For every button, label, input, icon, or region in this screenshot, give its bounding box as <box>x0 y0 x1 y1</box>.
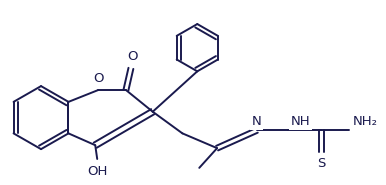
Text: NH: NH <box>290 115 310 128</box>
Text: O: O <box>93 72 103 85</box>
Text: NH₂: NH₂ <box>353 115 378 128</box>
Text: S: S <box>317 157 325 170</box>
Text: N: N <box>252 115 262 128</box>
Text: O: O <box>128 51 138 63</box>
Text: OH: OH <box>87 165 107 178</box>
